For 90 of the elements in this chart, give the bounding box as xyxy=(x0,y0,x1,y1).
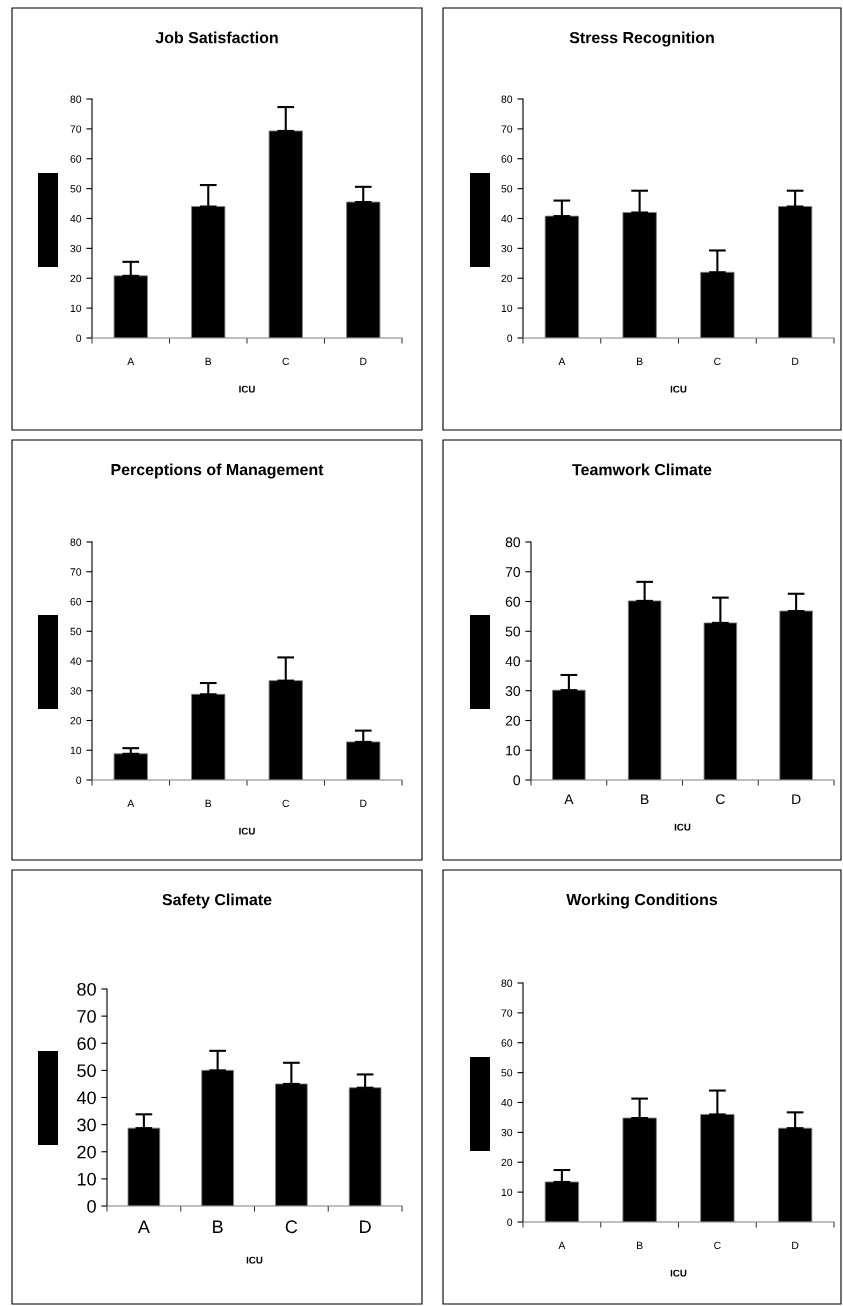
x-tick-label: D xyxy=(792,357,799,365)
x-tick-label: B xyxy=(205,357,212,365)
y-tick-label: 80 xyxy=(501,95,513,103)
y-tick-label: 80 xyxy=(77,982,96,996)
y-tick-label: 10 xyxy=(506,745,521,756)
x-axis-title: ICU xyxy=(670,385,687,393)
y-tick-label: 70 xyxy=(501,1009,513,1017)
x-tick-label: C xyxy=(285,1220,298,1234)
y-tick-label: 20 xyxy=(505,715,521,726)
y-tick-label: 60 xyxy=(70,155,82,163)
y-tick-label: 10 xyxy=(501,1188,513,1196)
x-tick-label: A xyxy=(127,799,135,807)
y-tick-label: 30 xyxy=(70,244,82,253)
y-tick-label: 70 xyxy=(505,567,521,577)
x-tick-label: D xyxy=(792,1241,799,1249)
chart-title: Safety Climate xyxy=(162,893,272,909)
y-tick-label: 40 xyxy=(70,215,82,223)
y-tick-label: 10 xyxy=(70,746,82,755)
y-tick-label: 0 xyxy=(507,334,513,342)
x-tick-label: A xyxy=(558,1241,566,1249)
x-tick-label: C xyxy=(714,357,721,366)
y-tick-label: 0 xyxy=(507,1218,513,1226)
y-tick-label: 20 xyxy=(501,1158,513,1167)
y-tick-label: 10 xyxy=(501,304,513,312)
y-tick-label: 30 xyxy=(70,687,82,695)
y-tick-label: 70 xyxy=(70,125,82,133)
y-tick-label: 40 xyxy=(76,1091,96,1105)
y-tick-label: 30 xyxy=(77,1118,96,1132)
y-tick-label: 40 xyxy=(505,656,521,667)
y-tick-label: 40 xyxy=(501,1099,513,1107)
y-tick-label: 50 xyxy=(70,185,82,193)
x-axis-title: ICU xyxy=(239,385,255,393)
x-axis-title: ICU xyxy=(674,823,691,831)
y-tick-label: 60 xyxy=(77,1037,96,1050)
y-tick-label: 60 xyxy=(501,155,513,163)
y-tick-label: 0 xyxy=(76,334,82,342)
x-tick-label: B xyxy=(641,794,649,804)
y-tick-label: 50 xyxy=(77,1064,96,1078)
y-tick-label: 50 xyxy=(70,627,82,636)
y-tick-label: 60 xyxy=(501,1039,513,1047)
y-tick-label: 0 xyxy=(87,1199,96,1213)
chart-title: Stress Recognition xyxy=(569,31,714,47)
x-tick-label: B xyxy=(637,1241,643,1249)
x-tick-label: B xyxy=(213,1220,223,1233)
y-tick-label: 10 xyxy=(77,1172,96,1186)
y-tick-label: 20 xyxy=(501,274,513,283)
chart-title: Working Conditions xyxy=(566,893,718,909)
y-tick-label: 50 xyxy=(505,626,521,637)
y-tick-label: 50 xyxy=(501,1069,513,1077)
y-tick-label: 30 xyxy=(501,1128,513,1137)
y-tick-label: 80 xyxy=(505,537,521,548)
x-tick-label: A xyxy=(127,357,135,365)
x-tick-label: B xyxy=(205,799,212,807)
y-tick-label: 70 xyxy=(77,1010,96,1023)
x-tick-label: A xyxy=(137,1220,150,1233)
x-tick-label: D xyxy=(792,794,801,804)
y-tick-label: 80 xyxy=(70,538,82,546)
x-tick-label: C xyxy=(714,1241,721,1250)
chart-title: Teamwork Climate xyxy=(572,463,712,476)
x-tick-label: A xyxy=(558,357,566,365)
y-tick-label: 20 xyxy=(77,1145,96,1159)
y-tick-label: 70 xyxy=(70,568,82,576)
y-tick-label: 80 xyxy=(501,979,513,987)
y-tick-label: 80 xyxy=(70,95,82,103)
y-tick-label: 40 xyxy=(501,215,513,223)
y-tick-label: 30 xyxy=(501,244,513,253)
x-tick-label: D xyxy=(360,1220,371,1233)
y-tick-label: 20 xyxy=(70,274,82,283)
x-axis-title: ICU xyxy=(239,827,255,835)
x-tick-label: D xyxy=(360,357,367,365)
x-axis-title: ICU xyxy=(246,1256,263,1264)
y-tick-label: 30 xyxy=(505,686,521,696)
y-tick-label: 60 xyxy=(505,596,521,607)
y-tick-label: 20 xyxy=(70,717,82,725)
x-tick-label: B xyxy=(637,357,643,365)
y-tick-label: 70 xyxy=(501,125,513,133)
chart-title: Job Satisfaction xyxy=(155,31,278,44)
y-tick-label: 0 xyxy=(76,776,82,784)
y-tick-label: 40 xyxy=(70,657,82,665)
y-tick-label: 50 xyxy=(501,185,513,193)
x-axis-title: ICU xyxy=(670,1269,687,1277)
x-tick-label: A xyxy=(564,794,574,804)
x-tick-label: C xyxy=(716,794,725,805)
x-tick-label: D xyxy=(360,799,367,807)
chart-title: Perceptions of Management xyxy=(111,463,324,479)
y-tick-label: 10 xyxy=(70,304,82,312)
y-tick-label: 0 xyxy=(513,775,521,786)
y-tick-label: 60 xyxy=(70,598,82,606)
x-tick-label: C xyxy=(282,357,290,366)
x-tick-label: C xyxy=(282,799,290,808)
